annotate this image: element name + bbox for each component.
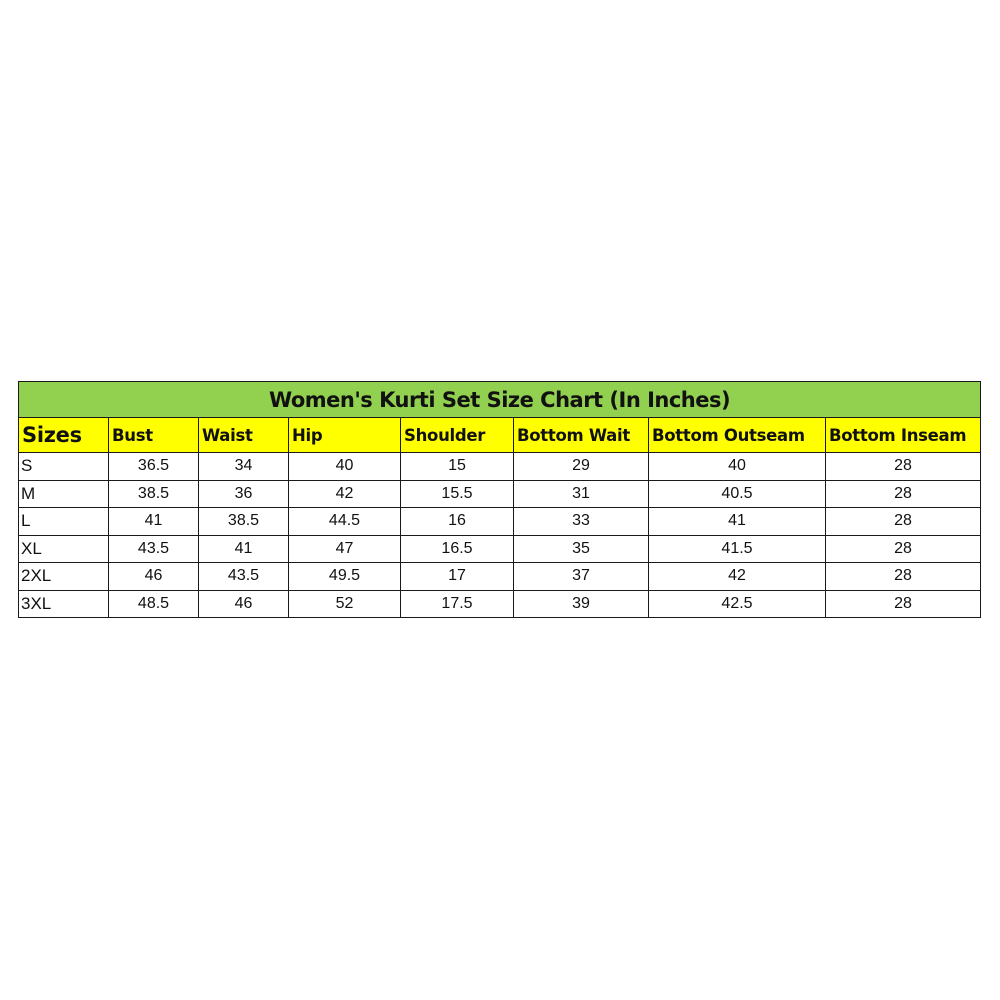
measurement-cell: 41.5 (648, 534, 826, 563)
size-label-cell: 3XL (18, 589, 109, 618)
size-label-cell: L (18, 507, 109, 536)
measurement-cell: 36.5 (108, 452, 199, 481)
measurement-cell: 42 (288, 479, 401, 508)
measurement-cell: 49.5 (288, 562, 401, 591)
measurement-cell: 42.5 (648, 589, 826, 618)
measurement-cell: 43.5 (108, 534, 199, 563)
measurement-cell: 40 (288, 452, 401, 481)
size-label-cell: S (18, 452, 109, 481)
column-header: Shoulder (400, 417, 514, 453)
table-row: M 38.5 36 42 15.5 31 40.5 28 (18, 479, 982, 508)
measurement-cell: 28 (824, 452, 982, 481)
table-body: S 36.5 34 40 15 29 40 28 M 38.5 36 42 15.5 31 40.5 28 L 4… (18, 452, 982, 618)
measurement-cell: 39 (513, 589, 649, 618)
measurement-cell: 41 (198, 534, 289, 563)
size-label-cell: XL (18, 534, 109, 563)
measurement-cell: 34 (198, 452, 289, 481)
column-header: Bottom Inseam (824, 417, 982, 453)
measurement-cell: 47 (288, 534, 401, 563)
table-row: L 41 38.5 44.5 16 33 41 28 (18, 507, 982, 536)
table-row: 3XL 48.5 46 52 17.5 39 42.5 28 (18, 589, 982, 618)
table-title: Women's Kurti Set Size Chart (In Inches) (17, 381, 982, 418)
measurement-cell: 31 (513, 479, 649, 508)
column-header: Hip (288, 417, 401, 453)
column-header: Sizes (18, 417, 109, 453)
measurement-cell: 28 (824, 479, 982, 508)
measurement-cell: 28 (824, 534, 982, 563)
measurement-cell: 41 (648, 507, 826, 536)
measurement-cell: 44.5 (288, 507, 401, 536)
measurement-cell: 40 (648, 452, 826, 481)
measurement-cell: 46 (198, 589, 289, 618)
measurement-cell: 17.5 (400, 589, 514, 618)
column-header: Bottom Wait (513, 417, 649, 453)
column-header: Bust (108, 417, 199, 453)
measurement-cell: 41 (108, 507, 199, 536)
measurement-cell: 52 (288, 589, 401, 618)
measurement-cell: 29 (513, 452, 649, 481)
measurement-cell: 36 (198, 479, 289, 508)
measurement-cell: 33 (513, 507, 649, 536)
measurement-cell: 37 (513, 562, 649, 591)
column-header: Waist (198, 417, 289, 453)
measurement-cell: 17 (400, 562, 514, 591)
column-header: Bottom Outseam (648, 417, 826, 453)
size-chart-table: Women's Kurti Set Size Chart (In Inches)… (17, 381, 982, 618)
table-row: XL 43.5 41 47 16.5 35 41.5 28 (18, 534, 982, 563)
measurement-cell: 16 (400, 507, 514, 536)
measurement-cell: 42 (648, 562, 826, 591)
measurement-cell: 48.5 (108, 589, 199, 618)
measurement-cell: 38.5 (198, 507, 289, 536)
measurement-cell: 35 (513, 534, 649, 563)
measurement-cell: 15.5 (400, 479, 514, 508)
measurement-cell: 15 (400, 452, 514, 481)
table-row: 2XL 46 43.5 49.5 17 37 42 28 (18, 562, 982, 591)
size-label-cell: 2XL (18, 562, 109, 591)
measurement-cell: 46 (108, 562, 199, 591)
size-label-cell: M (18, 479, 109, 508)
title-row: Women's Kurti Set Size Chart (In Inches) (17, 381, 982, 418)
measurement-cell: 28 (824, 562, 982, 591)
measurement-cell: 28 (824, 589, 982, 618)
measurement-cell: 28 (824, 507, 982, 536)
measurement-cell: 38.5 (108, 479, 199, 508)
header-row: Sizes Bust Waist Hip Shoulder Bottom Wait Bott… (18, 417, 982, 453)
measurement-cell: 43.5 (198, 562, 289, 591)
measurement-cell: 16.5 (400, 534, 514, 563)
table-row: S 36.5 34 40 15 29 40 28 (18, 452, 982, 481)
measurement-cell: 40.5 (648, 479, 826, 508)
